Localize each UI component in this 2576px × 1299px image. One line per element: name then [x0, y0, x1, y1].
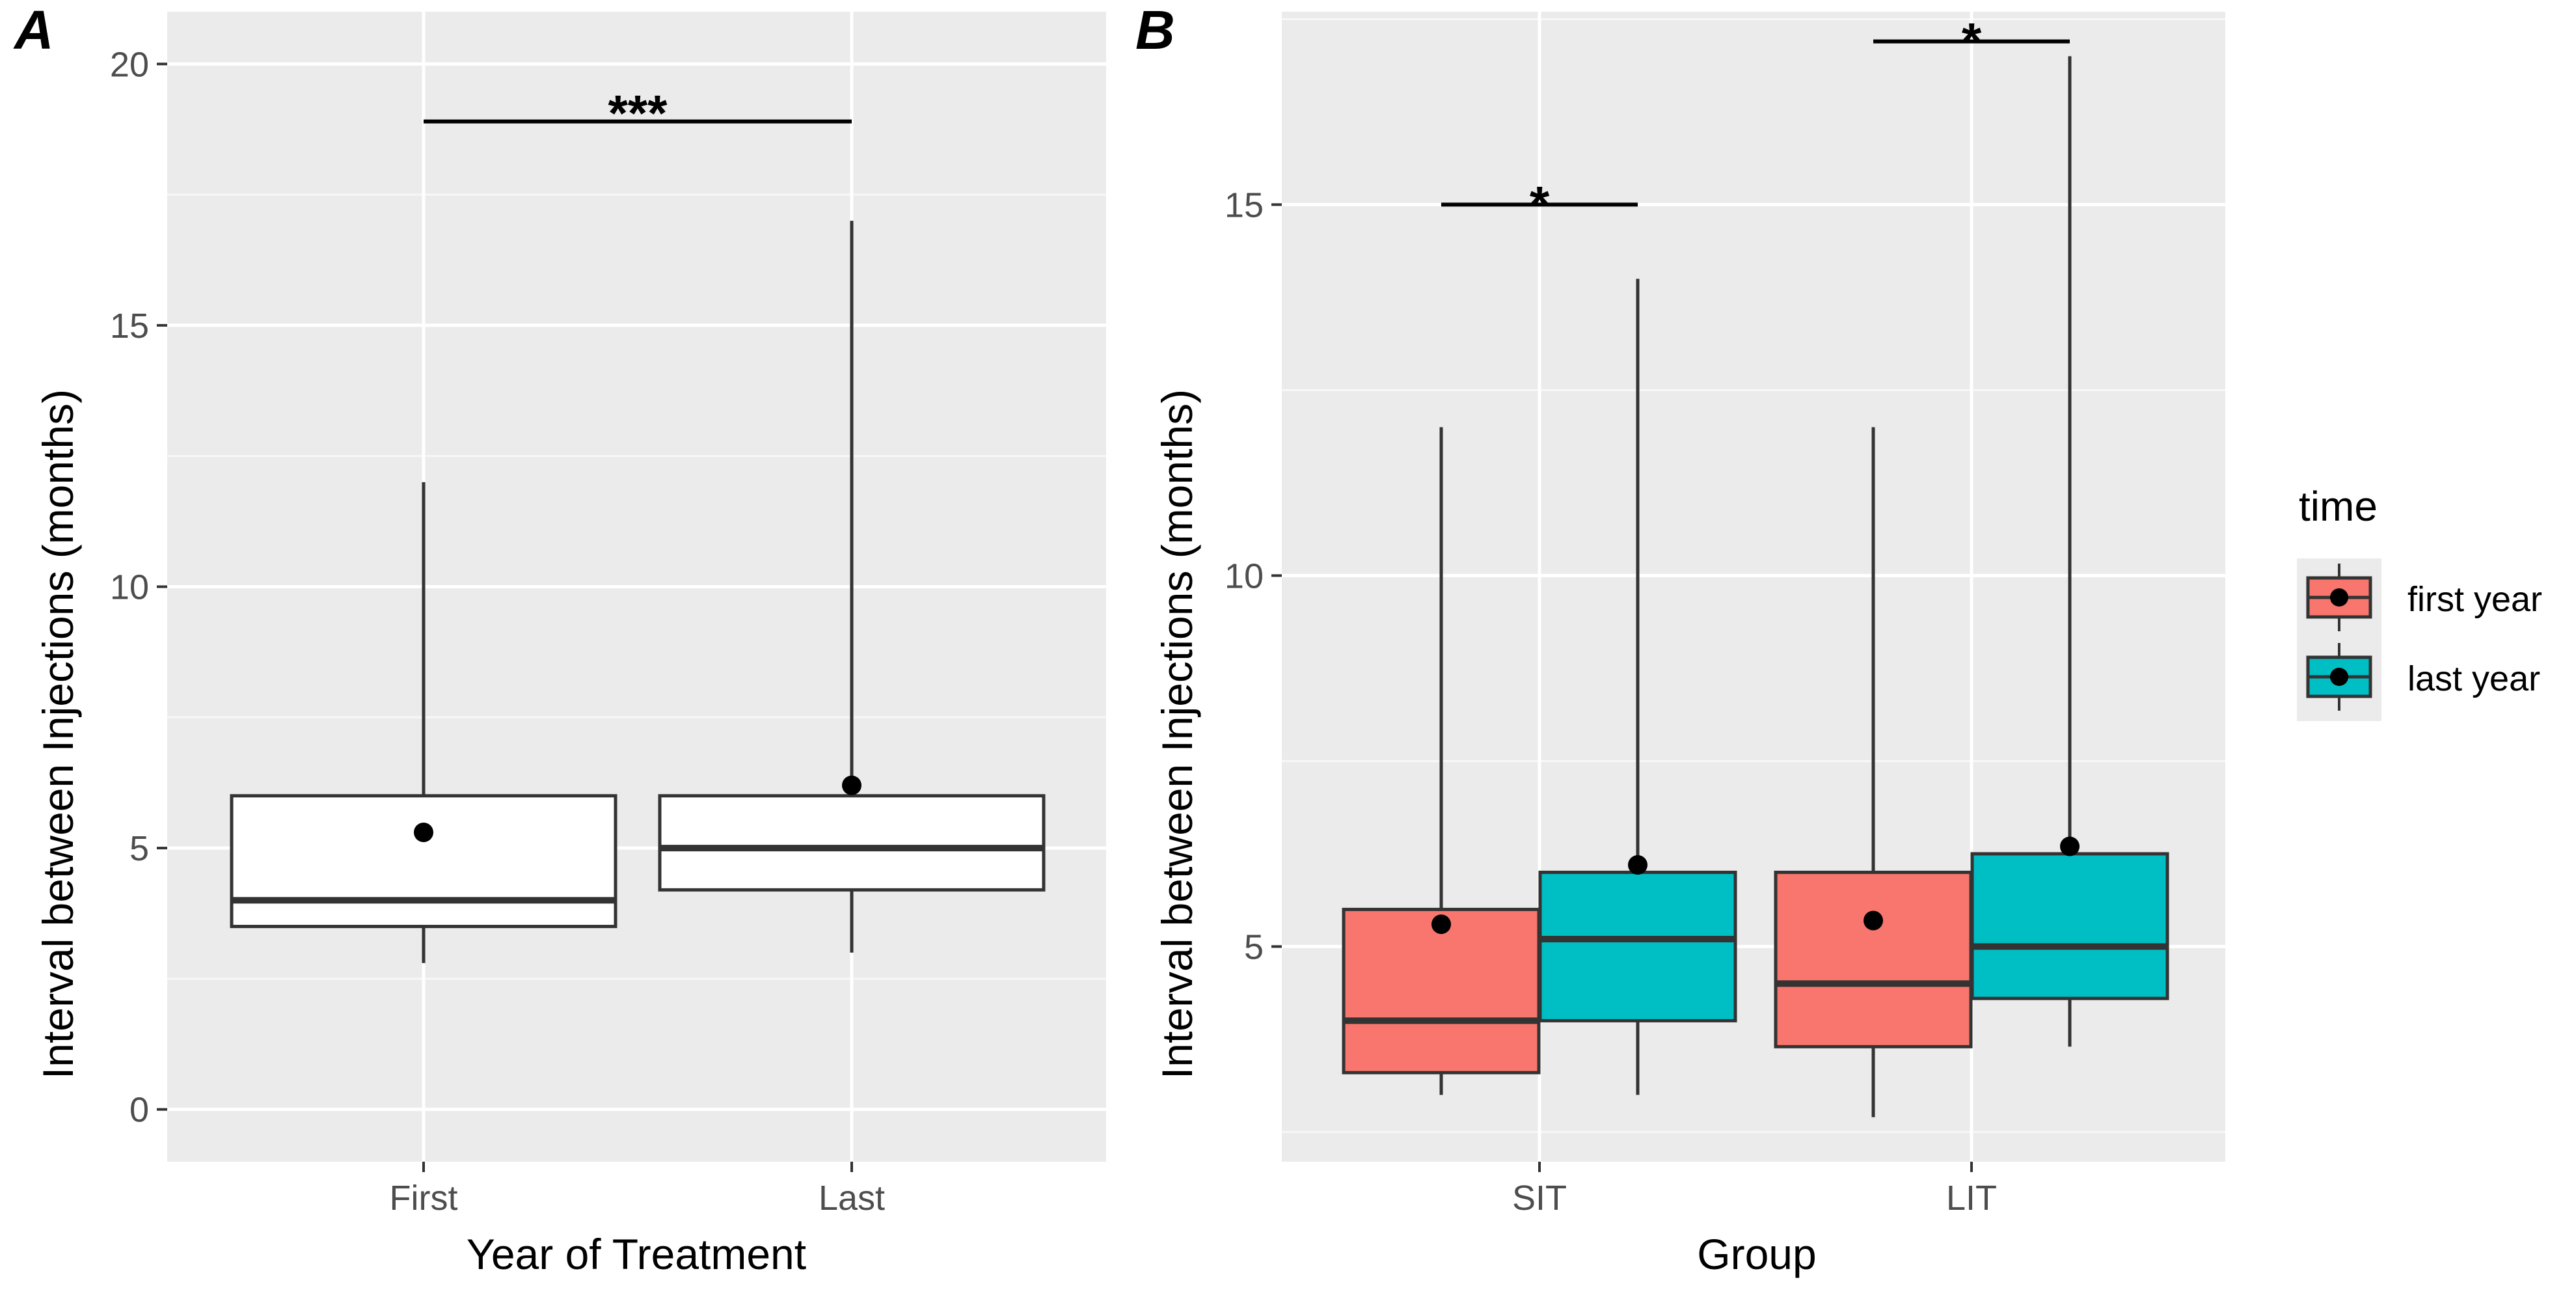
panel-a-box-last	[658, 794, 1046, 892]
legend-keys	[2297, 558, 2381, 721]
legend-label-last-year: last year	[2407, 659, 2540, 698]
panel-a-y-axis-title: Interval between Injections (months)	[34, 389, 82, 1079]
panel-b-box-lit-last-year	[1970, 852, 2169, 1000]
legend: time first year last year	[2297, 483, 2542, 721]
panel-a-x-tick-label-last: Last	[819, 1179, 885, 1218]
panel-a-y-tick-label: 15	[110, 307, 149, 346]
panel-b-significance-label: *	[1962, 12, 1982, 70]
panel-label-a: A	[13, 0, 54, 61]
panel-b-box-sit-last-year	[1538, 870, 1737, 1022]
panel-a-x-tick-label-first: First	[390, 1179, 458, 1218]
panel-a-box-first-mean-point	[414, 822, 433, 842]
panel-b-box-sit-first-year-mean-point	[1431, 914, 1451, 935]
panel-b-x-axis-title: Group	[1697, 1230, 1816, 1278]
panel-b-significance-label: *	[1530, 175, 1550, 232]
panel-a-y-tick-label: 20	[110, 45, 149, 84]
legend-label-first-year: first year	[2407, 580, 2542, 619]
legend-title: time	[2299, 483, 2378, 530]
legend-key-last-year-mean-point	[2330, 668, 2348, 686]
panel-a-y-tick-label: 10	[110, 568, 149, 607]
panel-a-box-first	[230, 794, 617, 929]
panel-b-y-axis-title: Interval between Injections (months)	[1153, 389, 1201, 1079]
legend-key-first-year-mean-point	[2330, 588, 2348, 607]
panel-b-box-lit-first-year	[1774, 870, 1973, 1048]
panel-b-box-lit-first-year-mean-point	[1864, 910, 1883, 931]
panel-a-y-tick-label: 0	[129, 1091, 149, 1130]
panel-b: 5 10 15 SIT LIT * *	[1225, 12, 2225, 1218]
panel-a-x-axis-title: Year of Treatment	[467, 1230, 806, 1278]
panel-a: 0 5 10 15 20 First Last ***	[110, 12, 1106, 1218]
panel-a-y-tick-label: 5	[129, 829, 149, 868]
panel-b-y-tick-label: 10	[1225, 556, 1264, 595]
panel-b-y-tick-label: 5	[1244, 927, 1264, 966]
panel-b-x-tick-label-sit: SIT	[1512, 1179, 1567, 1218]
panel-a-significance-label: ***	[608, 85, 668, 142]
panel-b-y-tick-label: 15	[1225, 185, 1264, 225]
panel-a-box-last-mean-point	[842, 775, 861, 795]
panel-label-b: B	[1135, 0, 1175, 61]
panel-b-x-tick-label-lit: LIT	[1946, 1179, 1997, 1218]
panel-b-box-sit-last-year-mean-point	[1628, 855, 1647, 875]
panel-b-box-lit-last-year-mean-point	[2060, 836, 2080, 856]
